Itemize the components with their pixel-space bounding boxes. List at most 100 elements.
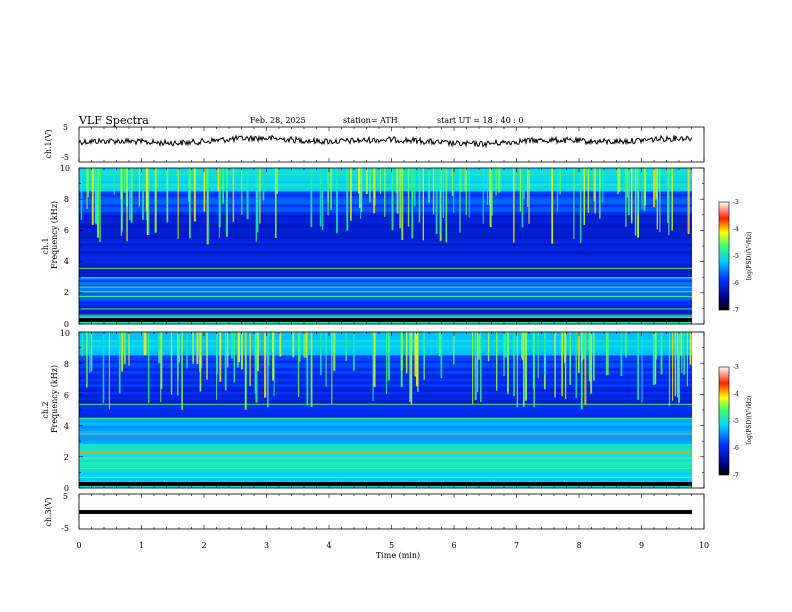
ch2-colorbar: -3 -4 -5 -6 -7 log(PSD)(V²/Hz) [718,364,753,479]
spectrogram-band [79,347,692,351]
sferic-streak [414,332,416,377]
sferic-streak [246,168,249,220]
sferic-streak [498,168,501,193]
spectrogram-band [79,316,692,320]
sferic-streak [479,332,482,403]
ch1-spec-ytick-8: 8 [64,195,69,204]
sferic-streak [451,168,454,196]
sferic-streak [659,168,661,233]
spectrogram-band [79,386,692,390]
spectrogram-band [79,420,692,424]
sferic-streak [373,168,376,214]
sferic-streak [233,332,236,383]
sferic-streak [87,168,89,198]
spectrogram-band [79,217,692,221]
spectrogram-band [79,272,692,275]
sferic-streak [440,332,443,379]
sferic-streak [668,168,670,236]
sferic-streak [482,168,484,224]
ch1-waveform-line [78,134,693,149]
sferic-streak [143,332,146,356]
spectrogram-band [79,360,692,364]
sferic-streak [369,168,371,203]
ch1-cbar-tick-5: -5 [733,253,739,260]
spectrogram-band [79,404,692,408]
xtick-9: 9 [639,541,644,550]
ch2-cbar-label: log(PSD)(V²/Hz) [746,396,753,445]
spectrogram-band [79,469,692,473]
sferic-streak [634,168,637,236]
spectrogram-band [79,259,692,262]
sferic-streak [99,168,101,242]
spectrogram-band [79,175,692,179]
sferic-streak [227,332,229,368]
sferic-streak [477,332,479,393]
sferic-streak [637,332,640,401]
sferic-streak [95,168,98,225]
sferic-streak [495,168,497,196]
sferic-streak [460,168,463,192]
sferic-streak [108,332,110,410]
spectrogram-band [79,220,692,223]
sferic-streak [579,168,582,243]
xtick-10: 10 [699,541,709,550]
spectrogram-band [79,464,692,468]
station-line [79,467,692,469]
sferic-streak [237,332,241,363]
sferic-streak [272,332,274,381]
spectrogram-band [79,201,692,205]
ch1-cbar-tick-6: -6 [733,280,739,287]
sferic-streak [487,332,490,362]
sferic-streak [126,168,128,242]
spectrogram-band [79,412,692,416]
xtick-4: 4 [326,541,331,550]
sferic-streak [513,168,515,243]
ch2-spec-ytick-4: 4 [64,422,69,431]
sferic-streak [192,332,194,364]
spectrogram-band [79,186,692,190]
sferic-streak [306,332,309,406]
sferic-streak [232,168,235,223]
sferic-streak [310,332,313,407]
ch1-spec-ylabel: Frequency (kHz) [50,201,59,269]
sferic-streak [199,332,201,372]
sferic-streak [321,168,324,231]
sferic-streak [602,168,604,203]
sferic-streak [120,168,123,200]
ch2-spec-ytick-10: 10 [60,329,70,338]
spectrogram-band [79,248,692,252]
sferic-streak [231,332,234,359]
xtick-1: 1 [139,541,144,550]
sferic-streak [331,332,333,405]
sferic-streak [407,168,410,227]
sferic-streak [660,332,663,375]
spectrogram-band [79,196,692,200]
sferic-streak [438,332,441,357]
spectrogram-band [79,227,692,231]
station-line [79,295,692,297]
sferic-streak [468,168,470,218]
sferic-streak [627,168,630,216]
sferic-streak [120,168,122,236]
sferic-streak [399,168,401,229]
sferic-streak [160,332,163,389]
ch1-ytick-top: 5 [63,123,68,132]
sferic-streak [400,332,403,388]
station-line [79,277,692,279]
sferic-streak [667,168,669,223]
sferic-streak [527,168,529,207]
spectrogram-band [79,321,692,325]
ch2-cbar-tick-7: -7 [733,472,739,479]
sferic-streak [637,168,640,216]
ch3-x-ticks [78,494,705,529]
sferic-streak [594,168,596,214]
spectrogram-band [79,269,692,273]
sferic-streak [573,168,575,239]
spectrogram-band [79,363,692,367]
sferic-streak [620,332,623,377]
figure-title: VLF Spectra [78,114,149,127]
station-line [79,291,692,293]
sferic-streak [606,332,609,376]
time-axis: 0 1 2 3 4 5 6 7 8 9 10 Time (min) [76,541,709,560]
